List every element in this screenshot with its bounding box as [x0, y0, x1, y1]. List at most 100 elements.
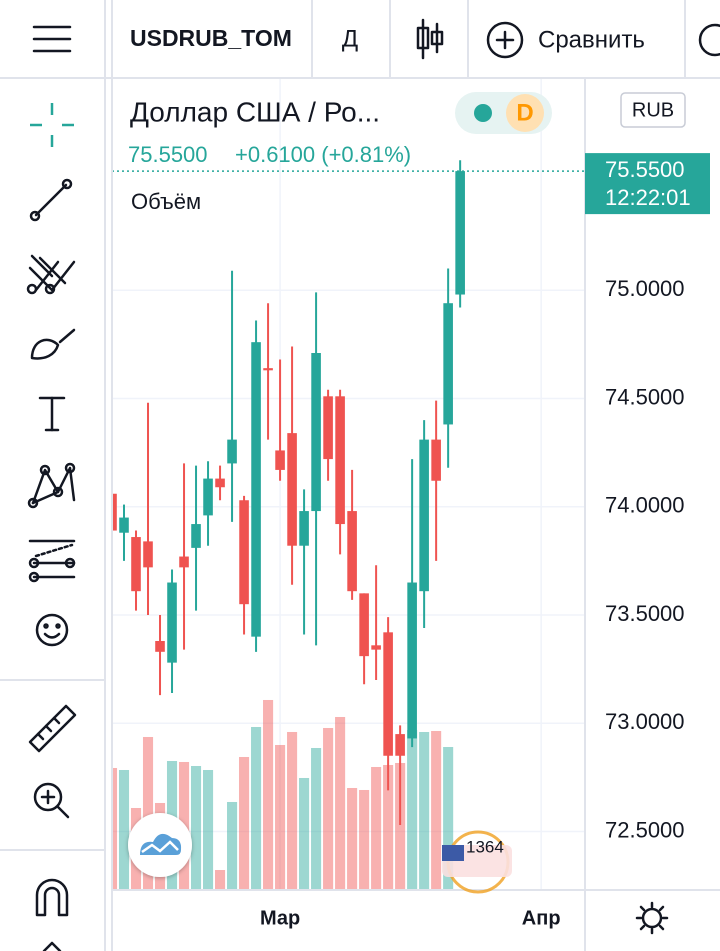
watermark-text: 1364: [466, 837, 504, 856]
logo-button[interactable]: [128, 813, 192, 877]
price-change: +0.6100 (+0.81%): [235, 142, 411, 167]
volume-bar: [323, 727, 334, 890]
candle-body: [275, 450, 285, 470]
prediction-tool[interactable]: [28, 539, 76, 583]
currency-box[interactable]: [620, 92, 686, 128]
y-tick-label: 72.5000: [605, 817, 685, 842]
candle-body: [179, 556, 189, 568]
volume-bar: [359, 789, 370, 890]
candle-body: [311, 352, 321, 512]
candle-body: [203, 478, 213, 516]
candle-body: [395, 734, 405, 756]
volume-bar: [407, 729, 418, 890]
volume-bar: [287, 731, 298, 890]
candle-body: [359, 593, 369, 657]
volume-bar: [347, 787, 358, 890]
candle-body: [119, 517, 129, 533]
volume-legend: Объём: [131, 189, 201, 214]
volume-bar: [239, 756, 250, 890]
more-tools[interactable]: [42, 941, 62, 951]
more-button[interactable]: [698, 23, 720, 57]
volume-bar: [371, 766, 382, 890]
volume-bar: [227, 801, 238, 890]
fib-tool[interactable]: [26, 254, 76, 295]
y-tick-label: 73.0000: [605, 709, 685, 734]
candle-body: [407, 582, 417, 739]
candle-body: [227, 439, 237, 464]
emoji-tool[interactable]: [35, 613, 69, 647]
volume-bar: [275, 744, 286, 890]
volume-bar: [215, 869, 226, 890]
price-tag-time: 12:22:01: [605, 185, 691, 210]
volume-bar: [251, 726, 262, 890]
settings-button[interactable]: [635, 901, 669, 935]
candle-body: [287, 433, 297, 546]
candle-body: [335, 396, 345, 525]
candle-body: [155, 640, 165, 652]
y-tick-label: 74.5000: [605, 384, 685, 409]
candle-body: [239, 500, 249, 605]
candle-body: [431, 439, 441, 481]
volume-bar: [431, 730, 442, 890]
x-tick-label: Мар: [260, 907, 300, 929]
candle-body: [419, 439, 429, 592]
volume-bar: [419, 731, 430, 890]
candle-body: [143, 541, 153, 568]
volume-bar: [443, 746, 454, 890]
volume-bar: [202, 769, 214, 890]
candle-body: [299, 511, 309, 546]
symbol[interactable]: USDRUB_TOM: [130, 25, 292, 51]
last-price: 75.5500: [128, 142, 208, 167]
text-tool[interactable]: [38, 396, 66, 432]
interval[interactable]: Д: [342, 25, 358, 52]
volume-bar: [311, 747, 322, 890]
badge-circle: [506, 94, 544, 132]
candle-body: [455, 171, 465, 295]
price-tag: [585, 153, 710, 215]
price-tag-label: 75.5500: [605, 157, 685, 182]
chart-style-button[interactable]: [416, 18, 444, 60]
trend-line-tool[interactable]: [29, 178, 73, 222]
volume-bar: [395, 762, 406, 890]
y-tick-label: 75.0000: [605, 276, 685, 301]
brush-tool[interactable]: [30, 328, 76, 360]
volume-bar: [112, 767, 118, 890]
volume-bar: [335, 716, 346, 890]
compare-icon[interactable]: [486, 21, 524, 59]
x-tick-label: Апр: [522, 907, 561, 929]
crosshair-tool[interactable]: [30, 103, 74, 147]
market-status-dot: [474, 104, 492, 122]
y-tick-label: 74.0000: [605, 493, 685, 518]
compare-button[interactable]: Сравнить: [538, 26, 645, 53]
candle-body: [251, 342, 261, 637]
volume-bar: [383, 764, 394, 890]
volume-bar: [142, 736, 154, 890]
flag-badge: [442, 830, 512, 894]
volume-bar: [190, 765, 202, 890]
pattern-tool[interactable]: [27, 462, 76, 509]
menu-button[interactable]: [32, 25, 72, 53]
ruler-tool[interactable]: [28, 704, 77, 753]
candle-body: [371, 645, 381, 650]
candle-body: [347, 511, 357, 592]
candle-body: [263, 368, 273, 371]
candle-body: [191, 524, 201, 548]
volume-bar: [263, 699, 274, 890]
candle-body: [383, 632, 393, 756]
y-tick-label: 73.5000: [605, 601, 685, 626]
drawing-tools: [26, 103, 77, 951]
candle-body: [167, 582, 177, 663]
volume-bar: [118, 769, 130, 890]
currency[interactable]: RUB: [632, 99, 674, 121]
magnet-tool[interactable]: [35, 878, 69, 917]
instrument-title: Доллар США / Ро...: [130, 96, 380, 127]
candle-body: [323, 396, 333, 460]
volume-bar: [299, 777, 310, 890]
candle-body: [112, 493, 117, 531]
candle-body: [131, 537, 141, 592]
zoom-tool[interactable]: [33, 782, 70, 819]
delay-badge: D: [516, 99, 533, 126]
